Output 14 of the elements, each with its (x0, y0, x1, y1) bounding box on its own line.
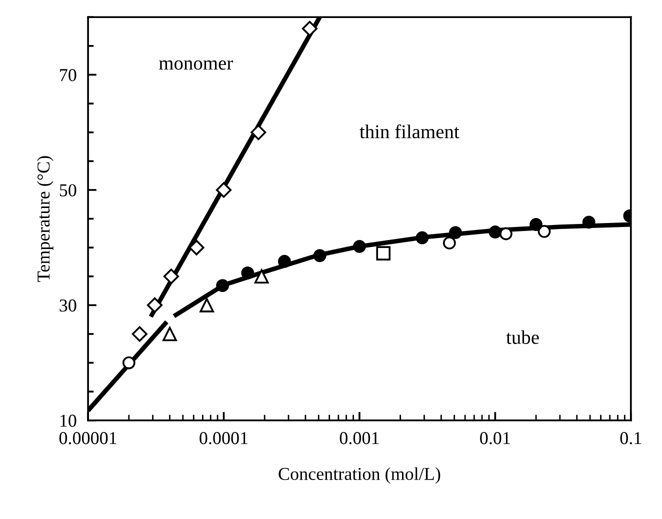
x-tick-label: 0.0001 (200, 432, 248, 444)
x-tick-label: 0.01 (480, 432, 510, 444)
y-tick-label: 10 (60, 414, 76, 427)
x-tick-label: 0.1 (620, 432, 642, 444)
x-tick-label: 0.001 (340, 432, 379, 444)
annotation: tube (506, 330, 539, 344)
x-tick-label: 0.00001 (59, 432, 116, 444)
annotation: thin filament (360, 124, 460, 138)
y-tick-label: 50 (60, 184, 76, 196)
annotation: monomer (159, 60, 233, 70)
y-axis-title: Temperature (°C) (36, 156, 54, 282)
y-tick-label: 30 (60, 299, 76, 312)
y-tick-label: 70 (60, 68, 76, 82)
x-axis-title: Concentration (mol/L) (278, 467, 440, 484)
